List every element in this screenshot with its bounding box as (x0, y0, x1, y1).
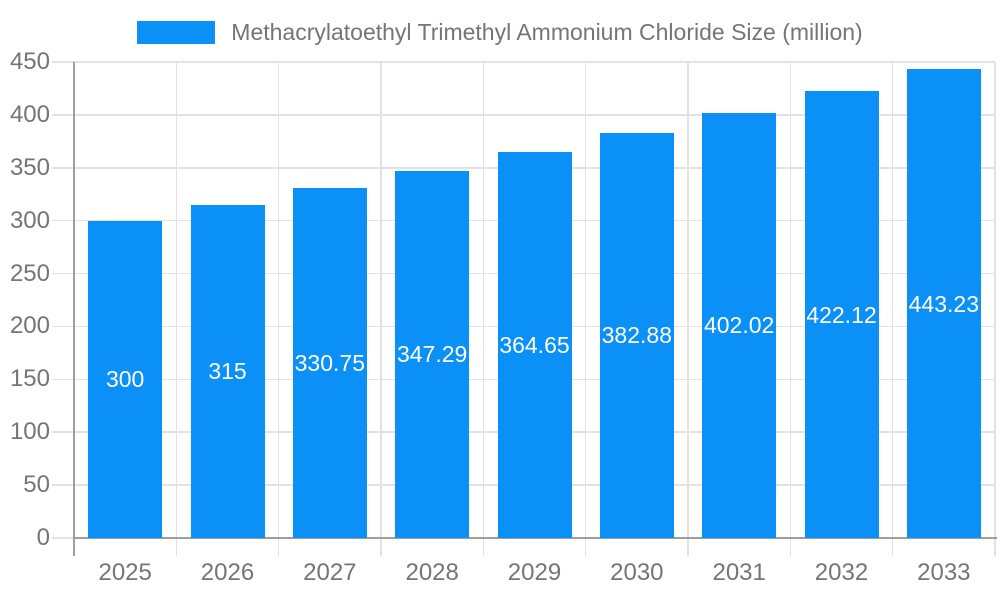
y-axis-tick (52, 537, 74, 539)
gridline-vertical (994, 62, 996, 556)
y-axis-tick (52, 114, 74, 116)
bar-2030[interactable] (599, 132, 674, 538)
bar-value-label: 347.29 (396, 341, 468, 368)
bar-value-label: 382.88 (601, 322, 672, 349)
x-axis-tick-label: 2030 (610, 559, 664, 586)
y-axis-tick (52, 167, 74, 169)
gridline-vertical (789, 62, 792, 556)
y-axis-tick-label: 100 (9, 418, 50, 446)
gridline-vertical (482, 62, 485, 556)
y-axis-tick-label: 250 (9, 259, 50, 287)
bar-value-label: 364.65 (499, 332, 570, 359)
legend-title: Methacrylatoethyl Trimethyl Ammonium Chl… (231, 18, 863, 45)
y-axis-tick-label: 300 (9, 206, 50, 234)
gridline-vertical (687, 62, 689, 556)
x-axis-tick-label: 2025 (98, 559, 152, 586)
bar-2026[interactable] (190, 204, 265, 538)
x-axis-tick-label: 2026 (200, 559, 255, 586)
gridline-vertical (380, 62, 382, 556)
bar-2029[interactable] (497, 152, 572, 538)
x-axis-line (74, 537, 997, 539)
bar-value-label: 422.12 (806, 301, 877, 328)
gridline-vertical (891, 62, 894, 556)
legend-swatch-icon (137, 20, 216, 44)
bar-2033[interactable] (906, 69, 981, 538)
gridline-vertical (175, 62, 178, 556)
bar-value-label: 300 (105, 366, 145, 393)
y-axis-tick (52, 272, 74, 275)
gridline-horizontal (74, 61, 995, 63)
x-axis-tick-label: 2032 (814, 559, 869, 586)
y-axis-tick-label: 150 (9, 365, 50, 393)
x-axis-tick-label: 2028 (405, 559, 459, 586)
x-axis-tick-label: 2027 (303, 559, 357, 586)
gridline-vertical (584, 62, 587, 556)
y-axis-tick-label: 50 (23, 471, 50, 499)
y-axis-tick-label: 400 (9, 100, 50, 128)
bar-2027[interactable] (292, 188, 367, 538)
y-axis-tick (52, 378, 74, 381)
y-axis-tick-label: 450 (9, 48, 50, 75)
gridline-vertical (277, 62, 280, 556)
bar-value-label: 443.23 (908, 290, 979, 317)
bar-value-label: 330.75 (294, 350, 365, 377)
y-axis-tick-label: 0 (36, 524, 50, 551)
x-axis-tick-label: 2031 (712, 559, 766, 586)
y-axis-tick-label: 200 (9, 312, 50, 340)
y-axis-tick (52, 325, 74, 328)
bar-2028[interactable] (395, 170, 470, 538)
y-axis-tick (52, 219, 74, 222)
y-axis-tick (52, 484, 74, 486)
y-axis-tick-label: 350 (9, 153, 50, 181)
chart-legend[interactable]: Methacrylatoethyl Trimethyl Ammonium Chl… (0, 19, 1000, 45)
gridline-horizontal (74, 114, 995, 116)
bar-2032[interactable] (804, 91, 879, 538)
x-axis-tick-label: 2029 (507, 559, 562, 586)
x-axis-tick-label: 2033 (917, 559, 971, 586)
bar-value-label: 402.02 (703, 312, 775, 339)
y-axis-line (73, 62, 75, 556)
y-axis-tick (52, 61, 74, 63)
bar-2025[interactable] (88, 220, 163, 538)
y-axis-tick (52, 431, 74, 433)
bar-value-label: 315 (208, 358, 247, 385)
bar-2031[interactable] (702, 112, 777, 538)
